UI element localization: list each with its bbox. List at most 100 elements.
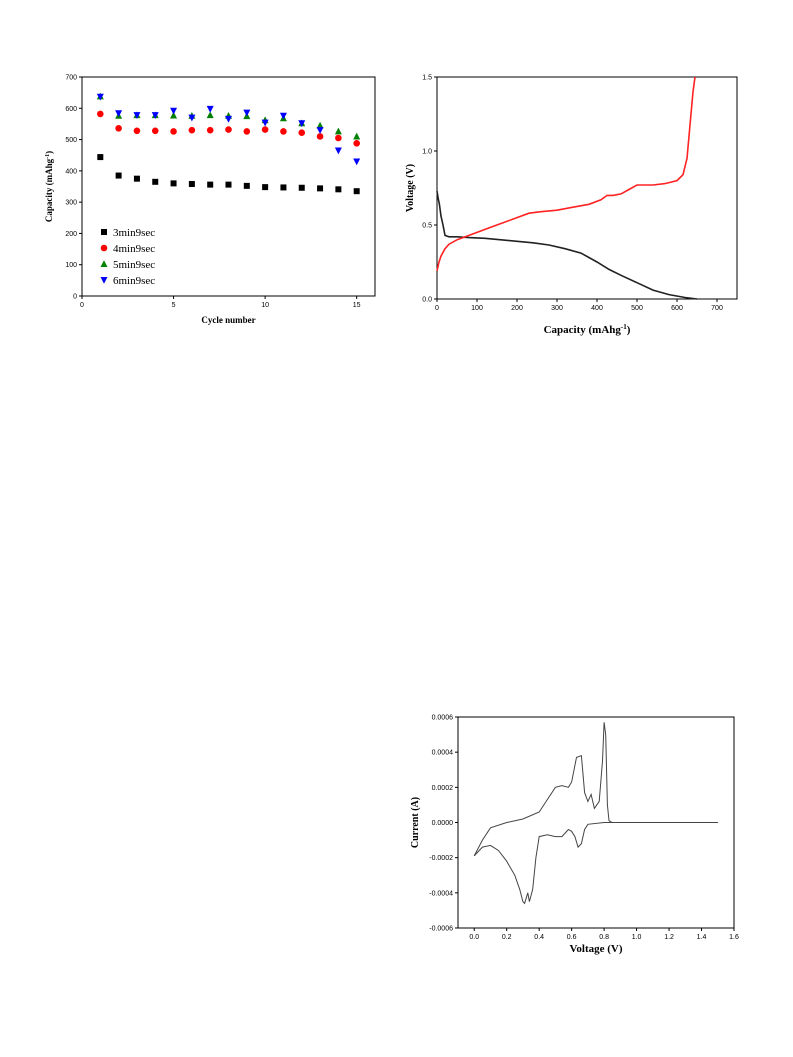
legend-label: 4min9sec [113,243,155,255]
data-point [317,185,324,192]
data-point [133,127,141,135]
data-point [96,93,104,101]
data-point [261,119,269,127]
series-6min9sec [96,93,361,166]
data-point [298,129,306,136]
data-point [262,184,269,191]
y-tick-label: -0.0006 [429,926,453,933]
data-point [170,107,178,115]
data-point [170,128,177,135]
data-point [97,110,104,118]
data-point [280,184,287,191]
data-point [170,111,178,119]
x-tick-label: 400 [591,305,603,312]
x-tick-label: 1.4 [697,934,707,941]
y-axis-label: Current (A) [410,797,421,848]
data-point [335,134,342,142]
y-tick-label: 500 [65,137,77,144]
y-tick-label: 300 [65,200,77,207]
y-tick-label: 0.0002 [432,785,454,792]
data-point [151,127,159,135]
data-point [225,115,232,123]
data-point [335,186,342,193]
data-point [188,126,196,134]
series-line [473,822,718,905]
data-point [206,105,214,113]
x-tick-label: 600 [671,305,683,312]
x-tick-label: 10 [261,302,269,309]
legend-marker [100,277,108,284]
y-tick-label: 700 [65,75,77,82]
x-axis-label: Cycle number [201,315,255,325]
x-tick-label: 200 [511,305,523,312]
legend-marker [100,260,108,267]
data-point [115,172,122,179]
data-point [115,110,123,118]
legend-label: 6min9sec [113,275,155,287]
plot-frame [436,76,738,300]
data-point [298,184,305,191]
x-axis-label: Voltage (V) [569,943,622,955]
legend-label: 5min9sec [113,259,155,271]
series-line [436,76,696,272]
x-tick-label: 1.6 [729,934,739,941]
data-point [261,126,269,133]
y-tick-label: 1.5 [422,75,432,82]
data-point [353,132,361,140]
y-tick-label: 100 [65,262,77,269]
data-point [243,109,251,117]
data-point [353,158,361,166]
data-point [206,111,214,119]
y-tick-label: 0.0 [422,297,432,304]
x-axis-label: Capacity (mAhg-1) [544,323,631,336]
x-tick-label: 1.0 [632,934,642,941]
data-point [298,120,306,128]
y-tick-label: 400 [65,168,77,175]
data-point [152,178,159,185]
y-tick-label: 1.0 [422,149,432,156]
data-point [188,180,195,187]
y-tick-label: -0.0002 [429,855,453,862]
plot-frame [81,76,376,297]
data-point [334,127,342,135]
y-tick-label: -0.0004 [429,890,453,897]
data-point [353,140,360,147]
x-tick-label: 0 [435,305,439,312]
series-4min9sec [97,110,360,147]
x-tick-label: 0.0 [469,934,479,941]
x-tick-label: 5 [172,302,176,309]
y-axis-label: Voltage (V) [405,164,416,212]
x-tick-label: 15 [353,302,361,309]
y-tick-label: 0.0006 [432,715,454,722]
data-point [207,181,214,188]
data-point [170,180,177,187]
chart-1: 0 5 10 15 0 100 200 300 400 500 600 700 Cycle number… [44,75,376,325]
x-tick-label: 0.6 [567,934,577,941]
y-tick-label: 0.5 [422,223,432,230]
data-point [151,112,159,119]
y-tick-label: 0 [73,294,77,301]
legend-marker [101,229,107,235]
legend-marker [100,244,108,252]
x-tick-label: 0.8 [599,934,609,941]
data-point [334,147,342,155]
x-tick-label: 0 [80,302,84,309]
y-tick-label: 200 [65,231,77,238]
y-tick-label: 600 [65,106,77,113]
series-line [436,190,698,300]
data-point [133,175,140,182]
data-point [316,121,324,129]
series-line [473,722,718,857]
data-point [280,128,287,135]
x-tick-label: 100 [471,305,483,312]
data-point [353,188,360,195]
data-point [133,112,141,119]
data-point [316,127,324,134]
data-point [206,126,214,134]
series-3min9sec [97,154,360,195]
data-point [225,126,232,133]
x-tick-label: 0.4 [534,934,544,941]
data-point [243,128,251,135]
data-point [97,154,104,161]
